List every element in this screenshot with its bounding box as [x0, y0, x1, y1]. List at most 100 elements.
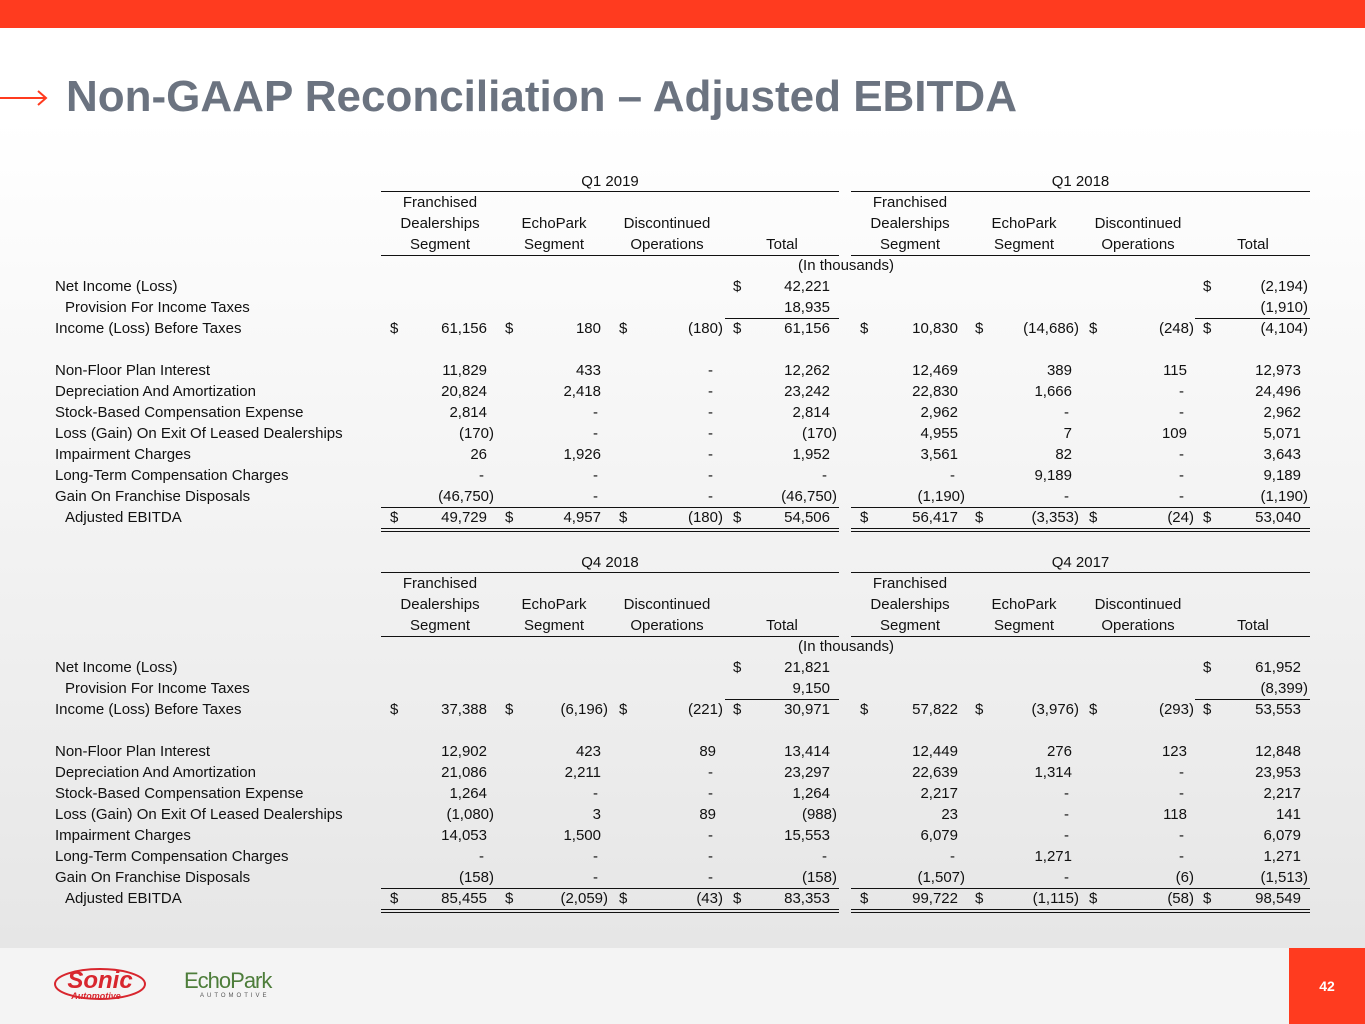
cell-value: 115: [1163, 362, 1187, 379]
cell-value: 53,553: [1255, 701, 1301, 718]
cell-value: 3: [592, 806, 601, 823]
currency-symbol: $: [1203, 320, 1212, 337]
cell-value: (46,750): [781, 488, 837, 505]
cell-value: -: [1179, 446, 1184, 463]
page-number: 42: [1319, 978, 1335, 994]
cell-value: 9,189: [1034, 467, 1072, 484]
currency-symbol: $: [1203, 509, 1212, 526]
cell-value: 61,156: [784, 320, 830, 337]
cell-value: 26: [470, 446, 487, 463]
row-label: Loss (Gain) On Exit Of Leased Dealership…: [55, 806, 343, 823]
column-header: Total: [766, 617, 798, 634]
cell-value: 13,414: [784, 743, 830, 760]
row-label: Long-Term Compensation Charges: [55, 848, 289, 865]
currency-symbol: $: [1089, 890, 1098, 907]
cell-value: 6,079: [920, 827, 958, 844]
cell-value: 2,962: [1263, 404, 1301, 421]
column-header: EchoPark: [521, 596, 587, 613]
echopark-logo: EchoPark: [184, 968, 272, 993]
column-header: Operations: [630, 617, 704, 634]
cell-value: -: [479, 467, 484, 484]
cell-value: 123: [1161, 743, 1187, 760]
column-header: Segment: [879, 617, 941, 634]
currency-symbol: $: [619, 509, 628, 526]
cell-value: 49,729: [441, 509, 487, 526]
currency-symbol: $: [860, 320, 869, 337]
top-bar: [0, 0, 1365, 28]
column-header: Dealerships: [870, 596, 950, 613]
rule: [381, 909, 839, 910]
cell-value: (158): [801, 869, 837, 886]
cell-value: 12,449: [912, 743, 958, 760]
cell-value: -: [593, 488, 598, 505]
cell-value: (1,910): [1260, 299, 1308, 316]
cell-value: 18,935: [784, 299, 830, 316]
cell-value: 20,824: [441, 383, 487, 400]
cell-value: 61,952: [1255, 659, 1301, 676]
cell-value: (988): [801, 806, 837, 823]
cell-value: 4,955: [920, 425, 958, 442]
rule: [851, 255, 1310, 256]
cell-value: 2,217: [1263, 785, 1301, 802]
cell-value: (6,196): [560, 701, 608, 718]
row-label: Net Income (Loss): [55, 659, 178, 676]
row-label: Long-Term Compensation Charges: [55, 467, 289, 484]
cell-value: 3,643: [1263, 446, 1301, 463]
cell-value: -: [708, 404, 713, 421]
currency-symbol: $: [1089, 509, 1098, 526]
cell-value: 61,156: [441, 320, 487, 337]
row-label: Loss (Gain) On Exit Of Leased Dealership…: [55, 425, 343, 442]
cell-value: -: [1179, 848, 1184, 865]
currency-symbol: $: [860, 701, 869, 718]
cell-value: 22,830: [912, 383, 958, 400]
cell-value: 2,814: [449, 404, 487, 421]
sonic-logo: Sonic Automotive: [54, 967, 146, 1001]
cell-value: (6): [1175, 869, 1194, 886]
cell-value: -: [708, 425, 713, 442]
column-header: EchoPark: [991, 596, 1057, 613]
cell-value: 2,418: [563, 383, 601, 400]
column-header: Operations: [1101, 617, 1175, 634]
currency-symbol: $: [505, 890, 514, 907]
currency-symbol: $: [733, 320, 742, 337]
cell-value: 12,469: [912, 362, 958, 379]
cell-value: 1,666: [1034, 383, 1072, 400]
cell-value: -: [1179, 383, 1184, 400]
cell-value: (158): [458, 869, 494, 886]
row-label: Provision For Income Taxes: [65, 680, 250, 697]
cell-value: -: [593, 848, 598, 865]
cell-value: -: [1064, 785, 1069, 802]
period-label: Q1 2019: [581, 173, 639, 190]
column-header: Operations: [630, 236, 704, 253]
cell-value: (180): [687, 509, 723, 526]
rule: [851, 636, 1310, 637]
row-label: Depreciation And Amortization: [55, 764, 256, 781]
cell-value: 389: [1046, 362, 1072, 379]
cell-value: 1,314: [1034, 764, 1072, 781]
rule: [381, 191, 839, 192]
cell-value: (4,104): [1260, 320, 1308, 337]
cell-value: (24): [1167, 509, 1194, 526]
cell-value: (1,513): [1260, 869, 1308, 886]
column-header: Segment: [993, 236, 1055, 253]
cell-value: (43): [696, 890, 723, 907]
column-header: Segment: [993, 617, 1055, 634]
cell-value: -: [708, 827, 713, 844]
row-label: Impairment Charges: [55, 446, 191, 463]
cell-value: -: [1064, 806, 1069, 823]
column-header: Discontinued: [623, 215, 711, 232]
cell-value: 2,217: [920, 785, 958, 802]
column-header: Total: [1237, 617, 1269, 634]
title: Non-GAAP Reconciliation – Adjusted EBITD…: [66, 72, 1017, 121]
currency-symbol: $: [505, 701, 514, 718]
cell-value: 54,506: [784, 509, 830, 526]
row-label: Provision For Income Taxes: [65, 299, 250, 316]
cell-value: -: [593, 869, 598, 886]
rule: [851, 572, 1310, 573]
cell-value: 14,053: [441, 827, 487, 844]
cell-value: (1,080): [446, 806, 494, 823]
cell-value: 1,271: [1034, 848, 1072, 865]
rule: [851, 912, 1310, 913]
currency-symbol: $: [390, 890, 399, 907]
cell-value: (3,976): [1031, 701, 1079, 718]
